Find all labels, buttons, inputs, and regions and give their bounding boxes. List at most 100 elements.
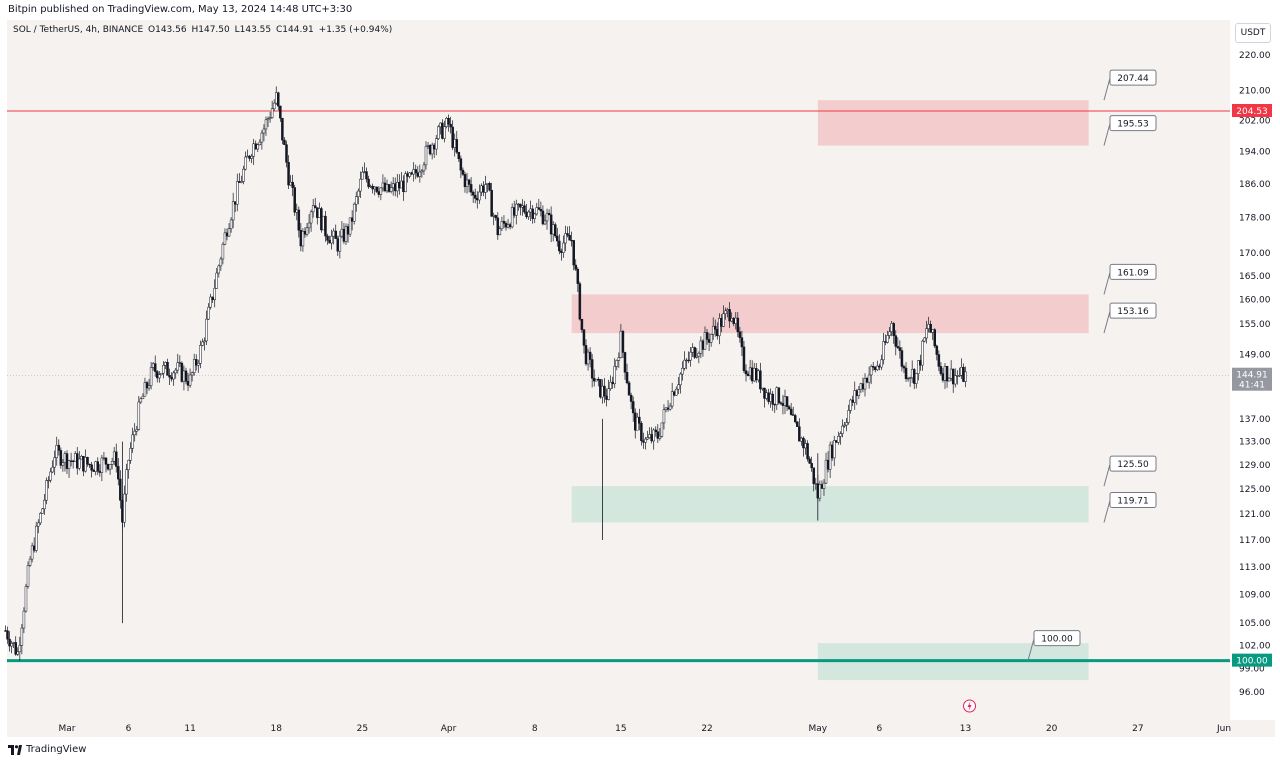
- candle-up: [201, 341, 204, 346]
- candle-down: [742, 346, 746, 371]
- candle-down: [459, 158, 463, 171]
- y-tick-label: 186.00: [1239, 180, 1271, 190]
- candle-down: [168, 375, 171, 378]
- candle-down: [656, 431, 660, 439]
- candle-up: [270, 108, 274, 118]
- candle-down: [560, 250, 563, 253]
- candle-up: [691, 347, 694, 353]
- candle-up: [80, 455, 83, 460]
- candle-up: [859, 383, 863, 390]
- candle-down: [541, 210, 545, 225]
- candle-down: [383, 182, 387, 192]
- candle-down: [810, 463, 813, 469]
- candle-up: [910, 369, 914, 379]
- candle-down: [553, 224, 557, 237]
- candle-up: [689, 351, 692, 361]
- candle-down: [387, 184, 391, 192]
- y-tick-label: 220.00: [1239, 51, 1271, 61]
- candle-up: [295, 209, 299, 213]
- candle-down: [287, 162, 290, 186]
- candle-up: [730, 317, 733, 322]
- candle-down: [346, 226, 350, 235]
- x-tick-label: 25: [357, 724, 368, 734]
- candle-up: [617, 357, 621, 361]
- candle-up: [426, 144, 430, 147]
- callout-leader: [1103, 500, 1111, 523]
- candle-down: [523, 205, 526, 213]
- candle-down: [781, 403, 785, 406]
- callout-label: 119.71: [1117, 496, 1149, 506]
- candle-down: [687, 359, 690, 362]
- candle-up: [418, 171, 422, 177]
- candle-up: [943, 365, 947, 381]
- candle-up: [486, 183, 489, 185]
- candle-up: [174, 369, 177, 374]
- candle-up: [533, 213, 536, 219]
- candle-up: [607, 388, 610, 400]
- candle-up: [129, 448, 132, 461]
- candle-up: [869, 366, 873, 376]
- candle-down: [324, 215, 327, 237]
- candle-up: [947, 377, 951, 382]
- candle-down: [283, 139, 286, 145]
- candle-down: [248, 155, 251, 159]
- candle-up: [22, 610, 26, 629]
- candle-down: [898, 347, 902, 351]
- candle-up: [880, 359, 883, 368]
- candle-up: [246, 155, 249, 158]
- candle-down: [525, 211, 528, 218]
- candle-down: [334, 230, 337, 239]
- candle-down: [406, 173, 409, 177]
- candle-up: [37, 522, 40, 527]
- candle-down: [449, 123, 452, 128]
- candle-up: [765, 392, 768, 399]
- candle-up: [658, 435, 662, 439]
- candle-up: [711, 325, 715, 335]
- candle-up: [964, 371, 967, 382]
- y-tick-label: 99.00: [1239, 664, 1265, 674]
- candle-up: [199, 345, 202, 364]
- candle-up: [949, 368, 953, 379]
- candle-down: [633, 412, 637, 431]
- candle-down: [65, 453, 69, 469]
- candle-up: [652, 429, 655, 442]
- candle-down: [785, 396, 789, 407]
- candle-up: [586, 351, 590, 365]
- candle-down: [504, 223, 508, 228]
- candle-up: [188, 374, 192, 386]
- candle-down: [935, 345, 939, 355]
- candle-down: [86, 456, 89, 465]
- candle-up: [668, 405, 672, 410]
- candle-up: [853, 390, 856, 403]
- candle-down: [603, 385, 606, 397]
- candle-up: [709, 334, 713, 343]
- candle-down: [902, 366, 906, 369]
- candle-up: [396, 181, 399, 192]
- candle-down: [582, 329, 586, 346]
- callout-leader: [1103, 464, 1111, 487]
- candle-down: [508, 224, 512, 228]
- y-tick-label: 178.00: [1239, 214, 1271, 224]
- candle-down: [285, 144, 288, 163]
- candle-up: [262, 128, 266, 134]
- currency-button[interactable]: USDT: [1235, 23, 1271, 43]
- candle-up: [960, 366, 963, 376]
- y-tick-label: 109.00: [1239, 590, 1271, 600]
- candle-down: [777, 387, 781, 404]
- candle-up: [424, 146, 428, 166]
- axis-line-badge-label: 100.00: [1236, 657, 1268, 667]
- candle-up: [61, 462, 65, 466]
- candle-up: [100, 457, 104, 473]
- candle-down: [791, 414, 795, 416]
- last-price-badge: [1232, 367, 1272, 391]
- candle-down: [642, 440, 645, 443]
- candle-up: [215, 272, 219, 289]
- candle-up: [108, 464, 112, 470]
- candle-up: [685, 359, 688, 362]
- candle-up: [857, 389, 861, 396]
- candle-up: [139, 398, 143, 403]
- candle-down: [180, 362, 184, 382]
- candle-down: [755, 368, 758, 381]
- candle-up: [437, 126, 440, 139]
